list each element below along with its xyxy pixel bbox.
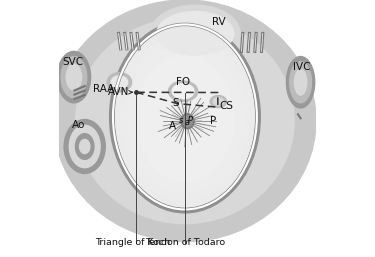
Ellipse shape [181,114,194,129]
Ellipse shape [107,72,132,92]
Text: CS: CS [220,101,234,111]
Ellipse shape [69,125,100,168]
Ellipse shape [115,27,255,209]
Ellipse shape [168,81,198,102]
Ellipse shape [54,0,316,242]
Ellipse shape [213,98,223,105]
Ellipse shape [66,64,82,90]
Text: Ao: Ao [72,120,85,130]
Text: a: a [184,118,190,127]
Text: A: A [169,121,176,131]
Ellipse shape [150,5,240,62]
Ellipse shape [183,116,192,127]
Ellipse shape [172,84,194,99]
Ellipse shape [210,95,227,108]
Ellipse shape [64,120,105,173]
Text: RV: RV [212,17,225,27]
Ellipse shape [157,12,234,55]
Ellipse shape [111,76,128,89]
Ellipse shape [115,26,255,208]
Text: SVC: SVC [63,57,84,67]
Ellipse shape [128,44,242,192]
Text: p: p [187,114,192,123]
Ellipse shape [76,18,294,224]
Text: AVN: AVN [108,87,129,97]
Text: Triangle of Koch: Triangle of Koch [94,238,170,247]
Ellipse shape [61,57,87,98]
Text: IVC: IVC [293,62,310,72]
Ellipse shape [294,69,307,95]
Ellipse shape [80,139,90,154]
Text: FO: FO [176,77,190,87]
Text: s: s [179,116,183,125]
Ellipse shape [120,35,249,201]
Ellipse shape [286,57,315,108]
Text: RAA: RAA [93,84,115,94]
Ellipse shape [57,51,91,103]
Text: Tendon of Todaro: Tendon of Todaro [145,238,225,247]
Text: P: P [210,116,216,126]
Text: S: S [172,98,179,108]
Ellipse shape [290,62,312,103]
Ellipse shape [136,55,234,182]
Ellipse shape [75,134,94,159]
